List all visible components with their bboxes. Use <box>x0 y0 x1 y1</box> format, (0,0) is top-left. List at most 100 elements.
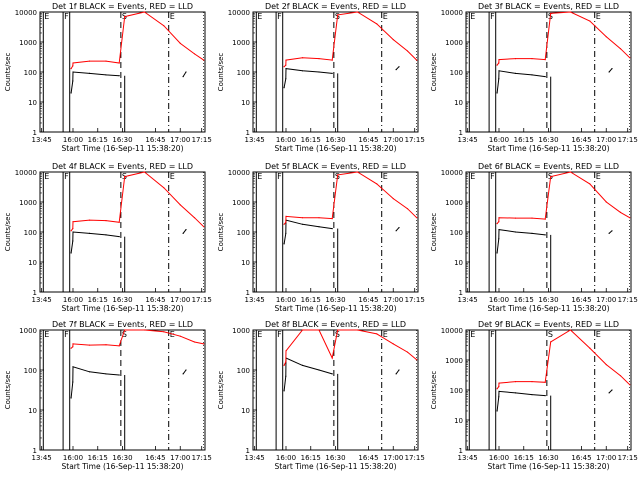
data-point <box>544 76 546 78</box>
data-point <box>118 75 120 77</box>
data-point <box>498 221 500 223</box>
data-point <box>163 331 165 333</box>
y-tick-label: 10 <box>241 99 250 107</box>
data-point <box>406 351 409 353</box>
marker-label-2: F <box>490 172 495 181</box>
data-point <box>514 381 517 383</box>
x-tick-label: 16:00 <box>276 136 296 144</box>
x-tick-label: 16:15 <box>88 296 108 304</box>
y-tick-label: 1 <box>246 129 250 137</box>
data-point <box>70 347 72 349</box>
series-lld-line <box>70 11 204 69</box>
data-point <box>301 329 304 331</box>
data-point <box>498 217 500 219</box>
panel-det-5: Det 5f BLACK = Events, RED = LLD 1 10 100 10… <box>217 162 425 313</box>
data-point <box>531 381 533 383</box>
x-tick-label: 16:15 <box>514 454 534 462</box>
y-tick-label: 10000 <box>15 9 37 17</box>
x-tick-label: 16:15 <box>301 136 321 144</box>
x-tick-label: 16:30 <box>538 296 558 304</box>
x-tick-label: 16:30 <box>538 454 558 462</box>
data-point <box>72 366 74 368</box>
data-point <box>514 231 517 233</box>
y-tick-label: 1000 <box>19 327 37 335</box>
data-point <box>498 59 500 61</box>
data-point <box>118 62 120 64</box>
data-point <box>203 226 205 228</box>
x-tick-label: 16:45 <box>145 296 165 304</box>
data-point <box>605 201 607 203</box>
marker-label-4: E <box>596 172 601 181</box>
data-point <box>331 59 333 61</box>
y-tick-label: 1 <box>246 447 250 455</box>
x-tick-label: 16:15 <box>88 454 108 462</box>
x-tick-label: 17:00 <box>170 296 190 304</box>
marker-label-3: S <box>335 330 340 339</box>
data-point <box>544 234 546 236</box>
data-point <box>118 374 120 376</box>
x-axis-label: Start Time (16-Sep-11 15:38:20) <box>488 462 610 471</box>
panel-det-4: Det 4f BLACK = Events, RED = LLD 1 10 100 10… <box>4 162 212 313</box>
x-tick-label: 13:45 <box>32 454 52 462</box>
marker-label-3: S <box>122 330 127 339</box>
data-point <box>611 68 613 70</box>
data-point <box>163 25 165 27</box>
data-point <box>498 382 500 384</box>
data-point <box>398 66 400 68</box>
x-axis-label: Start Time (16-Sep-11 15:38:20) <box>62 462 184 471</box>
data-point <box>72 381 74 383</box>
series-events-line-seg2 <box>72 231 120 242</box>
data-point <box>203 343 205 345</box>
x-tick-label: 17:00 <box>596 454 616 462</box>
x-tick-label: 16:30 <box>112 296 132 304</box>
y-tick-label: 1 <box>33 129 37 137</box>
data-point <box>88 219 91 221</box>
series-events-line-seg2 <box>72 366 120 383</box>
data-point <box>608 71 610 73</box>
x-tick-label: 17:15 <box>192 296 212 304</box>
y-tick-label: 10000 <box>441 169 463 177</box>
series-lld-line <box>496 329 631 390</box>
data-point <box>285 78 287 80</box>
x-tick-label: 13:45 <box>32 296 52 304</box>
data-point <box>318 369 320 371</box>
marker-label-1: E <box>44 12 49 21</box>
data-point <box>285 68 287 70</box>
series-events-line-seg2 <box>498 229 546 239</box>
series-events-line-seg1 <box>70 381 74 399</box>
data-point <box>496 252 498 254</box>
x-tick-label: 16:30 <box>325 296 345 304</box>
data-point <box>285 221 287 223</box>
series-events-line-seg1 <box>496 238 500 254</box>
data-point <box>611 389 613 391</box>
y-axis-label: Counts/sec <box>430 213 438 252</box>
marker-label-1: E <box>44 172 49 181</box>
data-point <box>72 221 74 223</box>
x-tick-label: 16:45 <box>571 136 591 144</box>
data-point <box>619 211 622 213</box>
data-point <box>283 243 285 245</box>
x-tick-label: 17:00 <box>383 136 403 144</box>
y-tick-label: 10 <box>241 259 250 267</box>
x-axis-label: Start Time (16-Sep-11 15:38:20) <box>488 144 610 153</box>
data-point <box>70 68 72 70</box>
panel-title: Det 8f BLACK = Events, RED = LLD <box>265 320 406 329</box>
data-point <box>356 11 359 13</box>
data-point <box>163 187 165 189</box>
data-point <box>356 329 359 331</box>
data-point <box>356 171 359 173</box>
y-tick-label: 10000 <box>441 327 463 335</box>
y-axis-label: Counts/sec <box>4 213 12 252</box>
data-point <box>182 232 184 234</box>
data-point <box>105 74 107 76</box>
x-tick-label: 13:45 <box>32 136 52 144</box>
data-point <box>605 364 607 366</box>
y-tick-label: 10 <box>28 259 37 267</box>
data-point <box>124 329 126 331</box>
panel-det-3: Det 3f BLACK = Events, RED = LLD 1 10 100 10… <box>430 2 638 153</box>
y-axis-label: Counts/sec <box>217 371 225 410</box>
data-point <box>72 228 74 230</box>
data-point <box>285 375 287 377</box>
x-tick-label: 16:45 <box>145 454 165 462</box>
